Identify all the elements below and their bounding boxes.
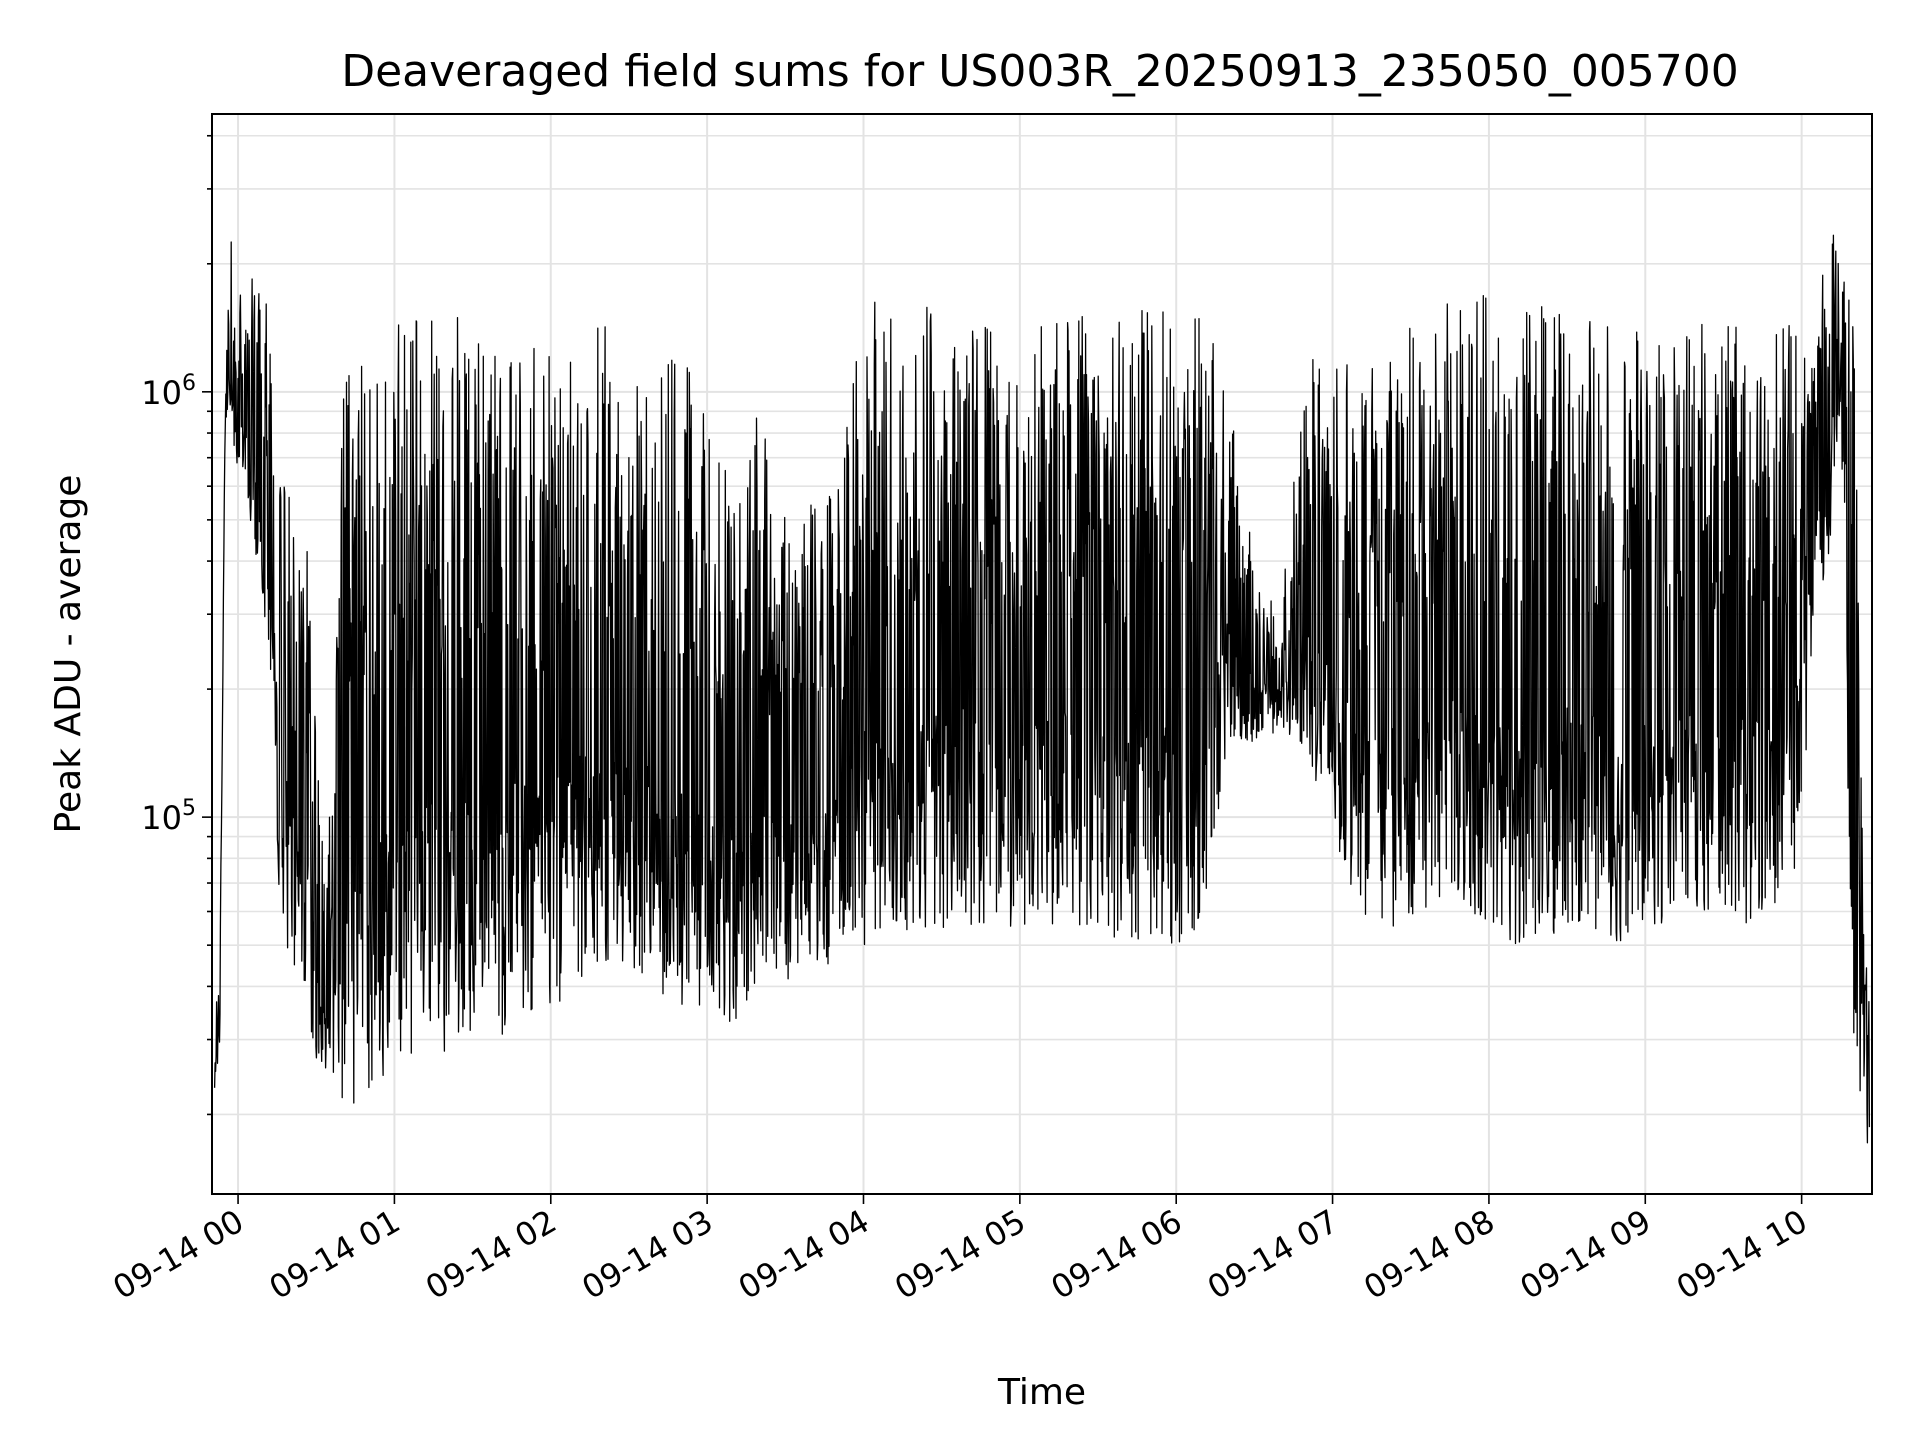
x-axis-label: Time	[997, 1372, 1086, 1413]
series-line	[213, 234, 1871, 1144]
y-axis: 105 106	[141, 134, 212, 1116]
chart-title: Deaveraged field sums for US003R_2025091…	[341, 46, 1739, 97]
y-tick-label: 106	[141, 371, 196, 412]
y-tick-label: 105	[141, 796, 196, 837]
plot-area	[213, 234, 1871, 1144]
y-axis-label: Peak ADU - average	[48, 475, 89, 834]
axes-frame	[211, 113, 1873, 1195]
